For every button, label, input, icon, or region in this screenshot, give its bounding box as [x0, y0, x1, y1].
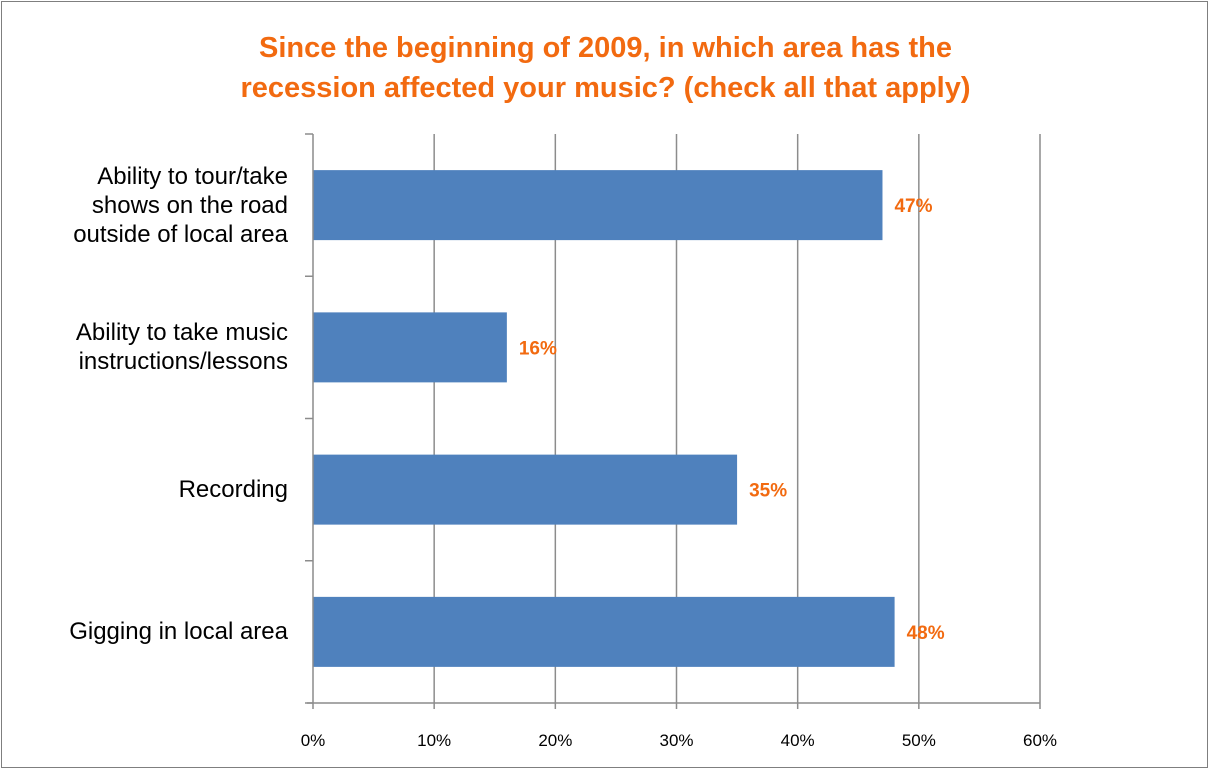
chart-title: Since the beginning of 2009, in which ar… — [0, 28, 1211, 108]
category-label-line: Ability to take music — [75, 319, 288, 347]
category-label: Ability to tour/take shows on the road out… — [73, 162, 288, 249]
chart-title-line-2: recession affected your music? (check al… — [240, 72, 971, 104]
data-label: 35% — [749, 481, 787, 502]
chart-title-line-1: Since the beginning of 2009, in which ar… — [259, 32, 952, 64]
category-label: Recording — [179, 475, 288, 504]
category-label-line: shows on the road — [91, 191, 288, 219]
x-tick-label: 50% — [902, 731, 936, 750]
x-tick-label: 60% — [1023, 731, 1057, 750]
data-label: 16% — [519, 338, 557, 359]
bar — [313, 596, 895, 667]
bar — [313, 312, 507, 383]
x-tick-label: 0% — [301, 731, 326, 750]
category-label-line: outside of local area — [73, 220, 288, 248]
category-label: Ability to take music instructions/lesson… — [76, 318, 288, 376]
x-tick-label: 30% — [659, 731, 693, 750]
category-label-line: Recording — [178, 476, 288, 504]
category-label-line: Ability to tour/take — [97, 162, 288, 190]
category-label-line: Gigging in local area — [69, 618, 288, 646]
category-label-line: instructions/lessons — [78, 348, 288, 376]
data-label: 48% — [907, 623, 945, 644]
bar — [313, 170, 883, 241]
bar — [313, 454, 738, 525]
category-label: Gigging in local area — [69, 617, 288, 646]
x-tick-label: 40% — [781, 731, 815, 750]
data-label: 47% — [894, 196, 932, 217]
x-tick-label: 20% — [538, 731, 572, 750]
x-tick-label: 10% — [417, 731, 451, 750]
